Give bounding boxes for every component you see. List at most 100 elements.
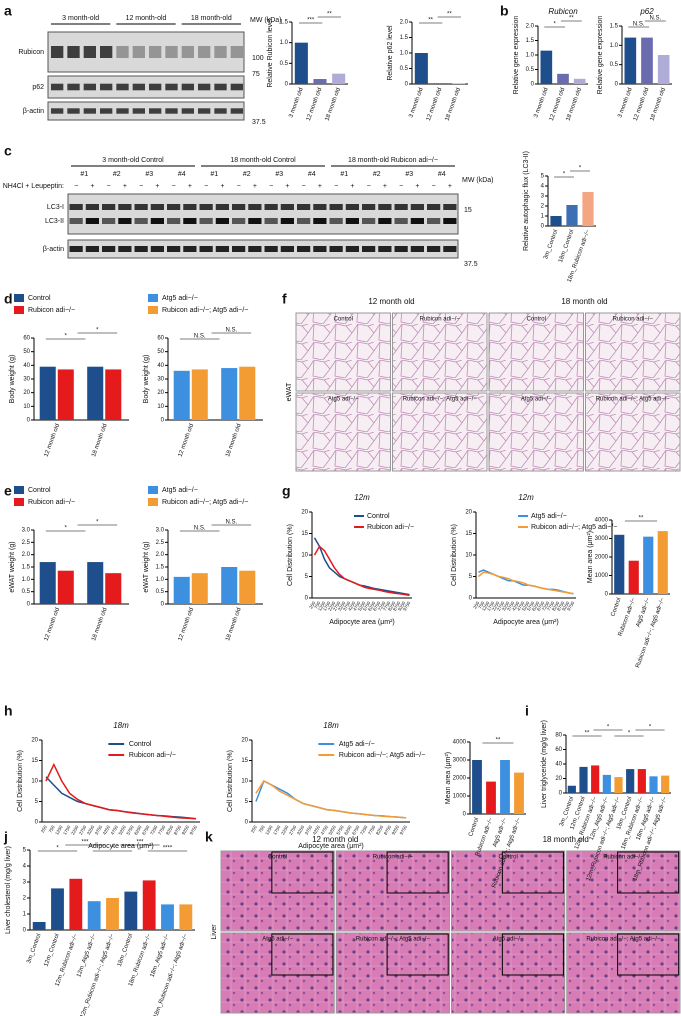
bar xyxy=(628,560,639,594)
age-label: 12 month old xyxy=(312,835,358,844)
legend-swatch xyxy=(148,294,158,302)
x-tick-label: 8250 xyxy=(551,600,561,612)
band xyxy=(100,108,113,114)
bar xyxy=(641,37,653,84)
legend-swatch xyxy=(14,486,24,494)
micrograph xyxy=(488,392,584,472)
y-tick-label: 10 xyxy=(31,779,38,785)
bar xyxy=(39,366,56,420)
band xyxy=(83,83,96,91)
bar xyxy=(294,42,308,84)
band xyxy=(394,204,408,210)
y-axis-label: Cell Distribution (%) xyxy=(17,750,24,812)
x-tick-label: Atg5 adi−/− xyxy=(635,597,651,628)
band xyxy=(427,204,441,210)
y-tick-label: 0 xyxy=(615,82,619,88)
x-tick-label: Control xyxy=(610,597,622,617)
band xyxy=(345,246,359,252)
band xyxy=(134,246,148,252)
legend-label: Rubicon adi−/− xyxy=(129,752,176,759)
bar xyxy=(573,78,586,84)
blot-group: 18 month-old xyxy=(191,15,232,22)
x-tick-label: 6250 xyxy=(133,824,143,836)
series-line xyxy=(45,776,197,820)
y-tick-label: 10 xyxy=(301,553,308,559)
band xyxy=(183,218,197,224)
band xyxy=(248,218,262,224)
genotype-label: Rubicon adi−/−; Atg5 adi−/− xyxy=(356,937,431,943)
panel-letter: k xyxy=(205,829,213,845)
band xyxy=(297,246,311,252)
x-tick-label: 9250 xyxy=(397,600,407,612)
x-tick-label: 1750 xyxy=(486,600,496,612)
y-tick-label: 3.0 xyxy=(22,528,31,534)
sig-label: * xyxy=(96,520,99,526)
x-tick-label: 4250 xyxy=(312,824,322,836)
band xyxy=(67,46,80,58)
band xyxy=(264,246,278,252)
bar xyxy=(51,888,64,930)
bar xyxy=(69,878,83,930)
y-tick-label: 4000 xyxy=(453,740,467,746)
bar xyxy=(550,216,562,226)
micrograph xyxy=(295,312,391,392)
bar xyxy=(624,37,637,84)
lane: #3 xyxy=(275,171,283,178)
x-tick-label: 18 month old xyxy=(325,87,343,122)
x-tick-label: 1750 xyxy=(272,824,282,836)
bar xyxy=(500,760,510,814)
y-tick-label: 10 xyxy=(465,553,472,559)
y-tick-label: 80 xyxy=(555,733,562,739)
band xyxy=(215,204,229,210)
bar xyxy=(32,922,46,930)
y-tick-label: 4 xyxy=(23,864,27,870)
legend-label: Control xyxy=(367,513,390,520)
band xyxy=(232,246,246,252)
age-label: 18 month old xyxy=(543,835,589,844)
x-tick-label: 18 month old xyxy=(91,423,109,458)
x-tick-label: 250 xyxy=(250,824,258,833)
bar xyxy=(614,534,625,594)
x-tick-label: 12 month old xyxy=(44,423,62,458)
y-tick-label: 5 xyxy=(35,799,39,805)
genotype-label: Rubicon adi−/− xyxy=(613,317,654,323)
mw-marker: 15 xyxy=(464,207,472,214)
genotype-label: Atg5 adi−/− xyxy=(521,397,552,403)
y-tick-label: 1.0 xyxy=(22,577,31,583)
blot-group: 3 month-old xyxy=(62,15,99,22)
band xyxy=(199,204,213,210)
band xyxy=(69,246,83,252)
band xyxy=(362,204,376,210)
y-tick-label: 1.0 xyxy=(280,40,289,46)
panel-letter: g xyxy=(282,483,291,499)
y-tick-label: 20 xyxy=(555,776,562,782)
legend-label: Control xyxy=(129,741,152,748)
y-tick-label: 5 xyxy=(245,799,249,805)
mw-marker: 37.5 xyxy=(252,119,266,126)
y-tick-label: 1 xyxy=(23,912,27,918)
band xyxy=(230,46,243,58)
y-tick-label: 5 xyxy=(23,848,27,854)
micrograph xyxy=(392,312,488,392)
band xyxy=(69,218,83,224)
legend-label: Rubicon adi−/−; Atg5 adi−/− xyxy=(339,752,425,759)
sig-label: * xyxy=(96,328,99,334)
sign: + xyxy=(90,183,94,190)
x-axis-label: Adipocyte area (μm²) xyxy=(493,619,559,626)
y-tick-label: 1.0 xyxy=(400,51,409,57)
y-tick-label: 0 xyxy=(27,602,31,608)
x-tick-label: 4750 xyxy=(320,824,330,836)
y-tick-label: 10 xyxy=(157,404,164,410)
bar xyxy=(591,765,600,793)
sign: − xyxy=(237,183,241,190)
y-axis-label: Body weight (g) xyxy=(143,355,150,404)
band xyxy=(345,218,359,224)
legend-label: Rubicon adi−/−; Atg5 adi−/− xyxy=(162,307,248,314)
x-tick-label: 6750 xyxy=(372,600,382,612)
x-tick-label: 18 month old xyxy=(225,423,243,458)
sign: + xyxy=(123,183,127,190)
genotype-label: Rubicon adi−/−; Atg5 adi−/− xyxy=(586,937,661,943)
y-tick-label: 40 xyxy=(23,363,30,369)
band xyxy=(134,204,148,210)
y-tick-label: 3 xyxy=(541,194,545,200)
